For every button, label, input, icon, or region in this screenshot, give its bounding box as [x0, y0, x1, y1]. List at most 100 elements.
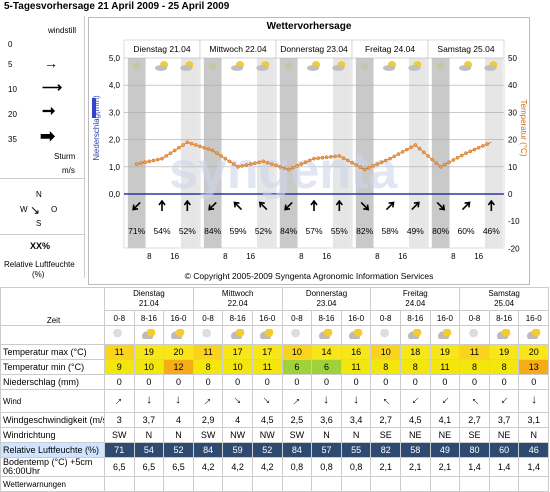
page-title: 5-Tagesvorhersage 21 April 2009 - 25 Apr…: [4, 1, 230, 12]
wind-arrow-cell: ↑: [251, 389, 283, 413]
cloud-icon: [484, 65, 497, 71]
cloud-icon: [408, 65, 421, 71]
winddir-cell: NW: [251, 427, 283, 443]
precip-cell: 0: [104, 374, 135, 390]
moon-icon: [132, 62, 141, 70]
temperature-point: [202, 145, 207, 150]
temperature-point: [261, 159, 266, 164]
hour-tick-label: 8: [299, 252, 304, 261]
cloud-icon: [256, 65, 269, 71]
cloud-icon: [383, 65, 395, 71]
moon-icon: [436, 62, 445, 70]
temperature-point: [476, 145, 481, 150]
temperature-point: [168, 151, 173, 156]
table-row: Relative Luftfeuchte (%) 71 54 52 84 59 52 84 57…: [0, 442, 549, 458]
temperature-point: [219, 154, 223, 158]
windspeed-cell: 4,5: [400, 412, 431, 428]
slot-cell: 8-16: [400, 310, 431, 326]
wind-arrow-icon: ↑: [497, 393, 512, 409]
temp-min-cell: 8: [400, 359, 431, 375]
wind-arrow-icon: ➡: [40, 126, 56, 146]
wind-arrow-icon: ➞: [42, 103, 56, 120]
wind-arrow-icon: [132, 201, 141, 211]
sun-cloud-icon: [260, 329, 275, 339]
windspeed-cell: 3,7: [488, 412, 520, 428]
temperature-point: [295, 164, 299, 168]
temperature-point: [438, 164, 443, 169]
humidity-cell: 57: [311, 442, 342, 458]
wind-arrow-cell: ↑: [429, 389, 461, 413]
humidity-cell: 60: [488, 442, 520, 458]
precip-cell: 0: [488, 374, 520, 390]
precip-cell: 0: [429, 374, 461, 390]
wind-arrow-cell: ↑: [281, 389, 313, 413]
winddir-cell: N: [133, 427, 165, 443]
wind-arrow-icon: [360, 201, 370, 211]
humidity-cell: 58: [400, 442, 431, 458]
temperature-point: [215, 151, 219, 156]
night-band: [279, 58, 298, 248]
left-tick-label: 2,0: [109, 136, 121, 145]
night-band: [431, 58, 450, 248]
windspeed-cell: 4: [163, 412, 194, 428]
left-tick-label: 3,0: [109, 108, 121, 117]
moon-cloud-icon: [201, 329, 216, 339]
temp-max-cell: 20: [163, 344, 194, 360]
wind-arrow-icon: ⟶: [42, 79, 63, 95]
hour-tick-label: 16: [398, 252, 407, 261]
slot-cell: 0-8: [281, 310, 313, 326]
temp-min-cell: 10: [222, 359, 253, 375]
wind-arrow-cell: ↑: [400, 389, 431, 413]
evening-band: [181, 58, 199, 248]
winddir-cell: SE: [370, 427, 401, 443]
day-header-cell: Samstag 25.04: [459, 287, 549, 311]
right-tick-label: 20: [508, 136, 517, 145]
wind-arrow-icon: [461, 201, 471, 211]
day-name: Mittwoch: [221, 289, 254, 298]
humidity-label: 82%: [356, 226, 373, 236]
temperature-point: [396, 152, 401, 156]
temperature-point: [223, 156, 228, 161]
warning-cell: [222, 476, 253, 492]
wind-arrow-icon: [233, 201, 243, 211]
temp-max-cell: 17: [222, 344, 253, 360]
sun-cloud-icon: [171, 329, 186, 339]
temperature-point: [210, 148, 215, 153]
temperature-point: [231, 162, 236, 166]
temperature-point: [316, 156, 321, 161]
wind-label: Wind: [0, 389, 105, 413]
weather-icon-cell: [311, 325, 342, 345]
temperature-point: [379, 160, 384, 165]
temp-min-cell: 8: [459, 359, 490, 375]
day-header-cell: Donnerstag 23.04: [281, 287, 372, 311]
temperature-point: [337, 154, 342, 158]
moon-icon: [284, 62, 293, 70]
temp-max-cell: 19: [488, 344, 520, 360]
windspeed-cell: 2,7: [459, 412, 490, 428]
left-axis-label: Niederschlag(mm): [92, 95, 101, 161]
temperature-point: [185, 140, 190, 145]
right-axis-label: Temperatur (°C): [519, 100, 528, 157]
wind-arrow-icon: [385, 201, 395, 211]
warning-label: Wetterwarnungen: [0, 476, 105, 492]
winddir-cell: NE: [488, 427, 520, 443]
temperature-point: [464, 151, 468, 156]
humidity-label: 59%: [229, 226, 246, 236]
temp-min-cell: 11: [251, 359, 283, 375]
humidity-label: 80%: [432, 226, 449, 236]
weather-icon-cell: [281, 325, 313, 345]
wind-arrow-cell: ↑: [340, 389, 372, 413]
wind-arrow-icon: ↑: [145, 394, 152, 408]
winddir-cell: SW: [192, 427, 224, 443]
weather-chart: Wettervorhersage Dienstag 21.04 Mittwoch …: [88, 17, 530, 285]
warning-cell: [281, 476, 313, 492]
slot-cell: 0-8: [370, 310, 401, 326]
temperature-point: [189, 141, 194, 146]
wind-arrow-icon: ↑: [437, 393, 452, 409]
temperature-point: [269, 162, 274, 166]
temp-min-cell: 8: [488, 359, 520, 375]
compass-o: O: [51, 205, 58, 214]
temperature-point: [485, 142, 489, 146]
temperature-point: [392, 154, 397, 159]
sun-cloud-icon: [526, 329, 541, 339]
